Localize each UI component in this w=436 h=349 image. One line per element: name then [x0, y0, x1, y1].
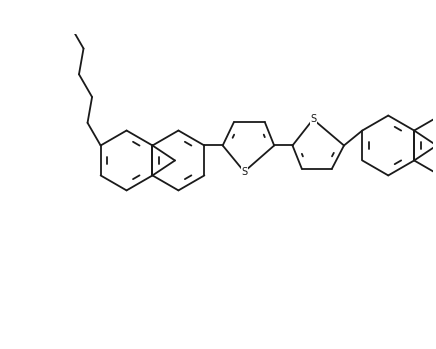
Text: S: S — [241, 167, 247, 177]
Text: S: S — [310, 114, 316, 124]
